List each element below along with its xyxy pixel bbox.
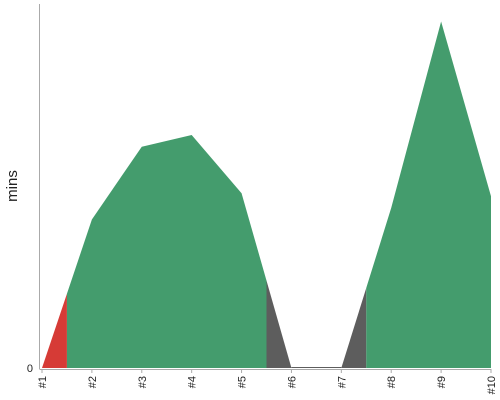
x-tick-label: #9 [436, 376, 448, 388]
x-tick-label: #7 [336, 376, 348, 388]
y-axis-title: mins [4, 170, 21, 202]
area-segment-6 [366, 21, 491, 368]
x-tick-label: #3 [137, 376, 149, 388]
area-segment-3 [266, 280, 292, 368]
x-tick-label: #8 [386, 376, 398, 388]
area-segment-2 [66, 135, 267, 368]
x-tick-label: #6 [286, 376, 298, 388]
area-segment-5 [341, 287, 367, 368]
x-tick-label: #5 [237, 376, 249, 388]
y-axis-ticks: 0 [27, 363, 33, 375]
x-axis-ticks: #1 #2 #3 #4 #5 #6 #7 #8 #9 #10 [37, 369, 498, 394]
area-fills [42, 21, 491, 368]
x-tick-label: #2 [87, 376, 99, 388]
area-segment-1 [42, 293, 67, 368]
x-tick-label: #4 [187, 376, 199, 388]
x-tick-label: #10 [486, 376, 498, 394]
x-tick-label: #1 [37, 376, 49, 388]
y-tick-label: 0 [27, 363, 33, 375]
